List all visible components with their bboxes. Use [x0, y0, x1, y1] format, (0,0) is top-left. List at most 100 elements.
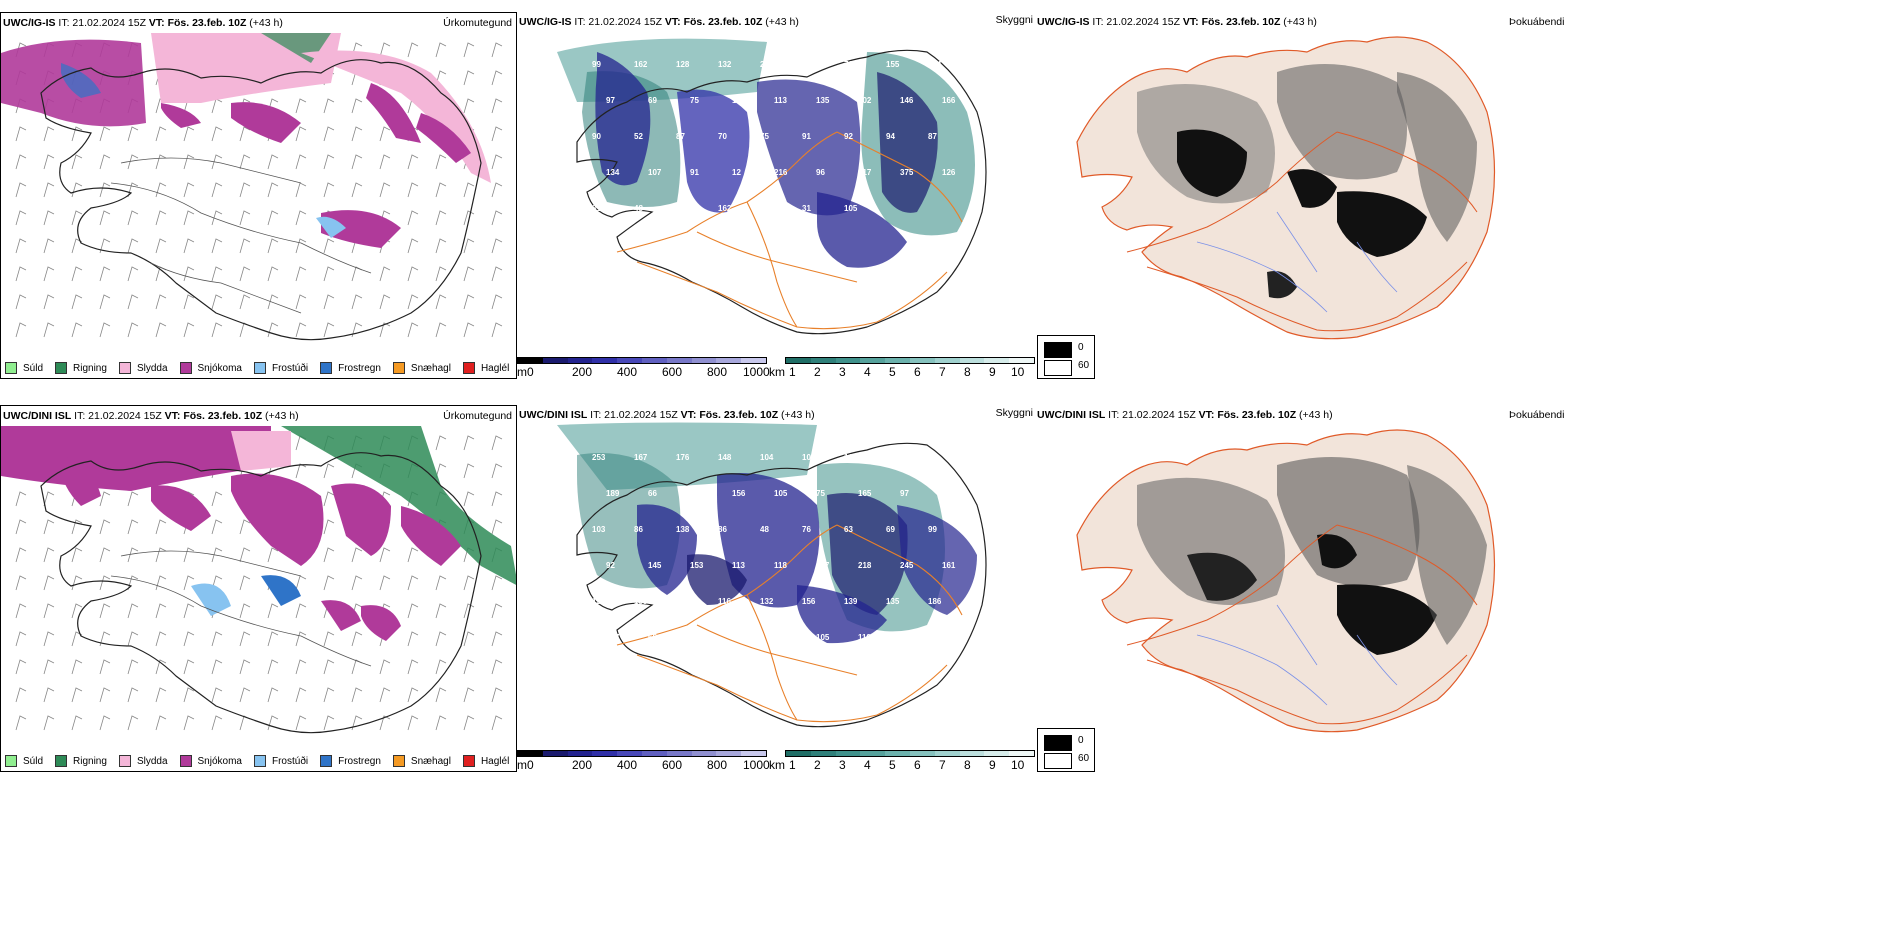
legend-swatch	[118, 755, 131, 767]
cloud-base-value: 317	[858, 168, 872, 177]
cloud-base-value: 187	[606, 633, 620, 642]
cloud-base-value: 90	[592, 132, 601, 141]
cloud-base-value: 52	[634, 132, 643, 141]
lead-time: (+43 h)	[265, 410, 299, 422]
legend-swatch	[462, 755, 475, 767]
cloud-base-value: 114	[732, 96, 745, 105]
cloud-base-value: 167	[634, 453, 648, 462]
wind-barb	[99, 659, 111, 675]
scale-tick: 400	[617, 365, 638, 379]
cloud-base-value: 162	[634, 60, 648, 69]
wind-barb	[15, 547, 27, 563]
cloud-base-value: 105	[844, 204, 858, 213]
scale-tick: 2	[814, 365, 821, 379]
wind-barb	[15, 322, 27, 338]
river-network	[1196, 604, 1398, 706]
legend-swatch	[320, 362, 333, 374]
scale-tick: 0	[527, 365, 534, 379]
cloud-scale-km	[785, 750, 1035, 757]
wind-barb	[463, 435, 475, 451]
cloud-base-value: 58	[690, 489, 699, 498]
wind-barb	[323, 322, 335, 338]
scale-tick: 200	[572, 758, 593, 772]
cloud-base-value: 85	[732, 633, 741, 642]
iceland-outline	[40, 452, 482, 734]
wind-barb	[435, 238, 447, 254]
wind-barb	[43, 715, 55, 731]
wind-barb	[211, 547, 223, 563]
legend-item-slydda: Slydda	[118, 362, 168, 374]
scale-tick: 6	[914, 365, 921, 379]
legend-item-sudl: Súld	[5, 362, 43, 374]
wind-barb	[211, 294, 223, 310]
wind-barb	[71, 715, 83, 731]
wind-barb	[295, 238, 307, 254]
wind-barb	[463, 659, 475, 675]
wind-barb	[463, 603, 475, 619]
wind-barb	[323, 98, 335, 114]
scale-tick: 5	[889, 758, 896, 772]
valid-time: Fös. 23.feb. 10Z	[1201, 16, 1281, 28]
wind-barb	[407, 42, 419, 58]
wind-barb	[295, 687, 307, 703]
legend-swatch	[55, 362, 68, 374]
wind-barb	[379, 687, 391, 703]
legend-item-haglel: Haglél	[462, 755, 509, 767]
panel-header: UWC/IG-IS IT: 21.02.2024 15Z VT: Fös. 23…	[519, 16, 799, 28]
wind-barb	[15, 687, 27, 703]
scale-tick: 1000	[743, 365, 770, 379]
wind-barb	[267, 294, 279, 310]
wind-barb	[99, 154, 111, 170]
cloud-base-value: 148	[718, 453, 732, 462]
cloud-base-value: 63	[844, 525, 853, 534]
legend-swatch	[462, 362, 475, 374]
precip-legend: Súld Rigning Slydda Snjókoma Frostúði Fr…	[5, 755, 516, 767]
wind-barb	[267, 547, 279, 563]
wind-barb	[15, 182, 27, 198]
wind-barb	[463, 491, 475, 507]
wind-barb	[183, 687, 195, 703]
wind-barb	[323, 294, 335, 310]
road-network	[1126, 524, 1478, 725]
wind-barb	[211, 98, 223, 114]
wind-barb	[155, 603, 167, 619]
wind-barb	[43, 491, 55, 507]
wind-barb	[127, 687, 139, 703]
wind-barb	[127, 659, 139, 675]
wind-barb	[435, 42, 447, 58]
wind-barb	[155, 519, 167, 535]
cloud-base-value: 134	[606, 168, 620, 177]
wind-barb	[183, 715, 195, 731]
wind-barb	[15, 126, 27, 142]
wind-barb	[43, 182, 55, 198]
wind-barb	[463, 182, 475, 198]
wind-barb	[99, 575, 111, 591]
vt-label: VT:	[680, 409, 697, 421]
cloud-base-value: 124	[928, 60, 942, 69]
legend-swatch	[118, 362, 131, 374]
river-network	[1196, 211, 1398, 313]
cloud-base-value: 97	[606, 96, 615, 105]
wind-barb	[351, 575, 363, 591]
wind-barb	[183, 631, 195, 647]
wind-barb	[379, 42, 391, 58]
wind-barb	[491, 126, 503, 142]
wind-barb	[407, 631, 419, 647]
wind-barb	[211, 715, 223, 731]
scale-tick: 1	[789, 365, 796, 379]
cloud-base-value: 94	[634, 669, 643, 678]
wind-barb	[43, 266, 55, 282]
panel-header: UWC/DINI ISL IT: 21.02.2024 15Z VT: Fös.…	[519, 409, 815, 421]
cloud-base-value: 135	[816, 96, 830, 105]
cloud-base-value: 87	[676, 132, 685, 141]
wind-barb	[183, 547, 195, 563]
wind-barb	[155, 631, 167, 647]
fog-swatch-high	[1044, 753, 1072, 769]
wind-barb	[127, 603, 139, 619]
wind-barb	[127, 266, 139, 282]
wind-barb	[323, 631, 335, 647]
wind-barb	[183, 266, 195, 282]
panel-header: UWC/DINI ISL IT: 21.02.2024 15Z VT: Fös.…	[1037, 409, 1333, 421]
cloud-base-value: 84	[690, 633, 699, 642]
legend-swatch	[5, 755, 17, 767]
